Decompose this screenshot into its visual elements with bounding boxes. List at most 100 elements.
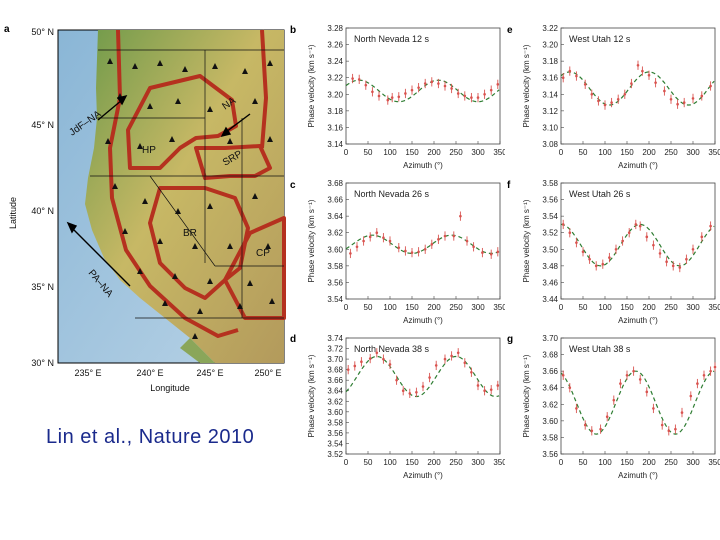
- x-axis-label: Azimuth (°): [618, 161, 658, 170]
- data-point: [702, 373, 706, 377]
- y-tick-label: 3.66: [327, 376, 343, 385]
- y-tick-label: 3.18: [327, 107, 343, 116]
- y-tick-label: 3.44: [542, 295, 558, 304]
- x-tick-label: 350: [493, 458, 505, 467]
- data-point: [627, 231, 631, 235]
- lon-tick: 245° E: [196, 368, 223, 378]
- y-tick-label: 3.58: [542, 179, 558, 188]
- y-tick-label: 3.62: [327, 397, 343, 406]
- y-tick-label: 3.64: [542, 384, 558, 393]
- x-axis-label: Azimuth (°): [403, 316, 443, 325]
- plot-frame: [560, 27, 716, 145]
- data-point: [415, 391, 418, 394]
- data-point: [375, 351, 379, 355]
- data-point: [430, 243, 434, 246]
- data-point: [691, 247, 695, 251]
- data-point: [489, 88, 493, 92]
- data-point: [421, 385, 425, 388]
- fit-curve: [345, 79, 500, 103]
- y-tick-label: 3.58: [327, 418, 343, 427]
- data-point: [489, 388, 493, 391]
- data-point: [430, 80, 434, 84]
- y-axis-label: Phase velocity (km s⁻¹): [307, 199, 316, 282]
- data-point: [496, 83, 500, 86]
- data-point: [601, 262, 605, 266]
- data-point: [483, 389, 486, 393]
- data-point: [371, 90, 374, 94]
- data-point: [641, 69, 644, 73]
- data-point: [612, 398, 616, 402]
- x-tick-label: 50: [364, 458, 373, 467]
- y-tick-label: 3.12: [542, 107, 558, 116]
- y-axis-label: Phase velocity (km s⁻¹): [522, 44, 531, 127]
- chart-title: North Nevada 38 s: [354, 344, 430, 354]
- data-point: [437, 238, 440, 241]
- data-point: [561, 76, 565, 80]
- lat-tick: 30° N: [31, 358, 54, 368]
- x-tick-label: 200: [642, 148, 656, 157]
- x-tick-label: 100: [383, 303, 397, 312]
- data-point: [496, 384, 500, 387]
- data-point: [678, 266, 682, 269]
- data-point: [709, 224, 712, 228]
- x-tick-label: 150: [405, 148, 419, 157]
- y-tick-label: 3.66: [542, 367, 558, 376]
- y-tick-label: 3.54: [327, 295, 343, 304]
- x-tick-label: 0: [559, 148, 564, 157]
- x-tick-label: 250: [664, 148, 678, 157]
- y-tick-label: 3.60: [327, 408, 343, 417]
- chart-west-utah-38s: 3.70 3.68 3.66 3.64 3.62 3.60 3.58 3.560 50 100 15…: [522, 334, 720, 480]
- data-point: [434, 364, 438, 367]
- y-tick-label: 3.28: [327, 24, 343, 33]
- y-tick-label: 3.48: [542, 262, 558, 271]
- data-point: [621, 239, 624, 243]
- x-tick-label: 300: [686, 148, 700, 157]
- data-point: [674, 427, 677, 431]
- data-point: [397, 95, 401, 99]
- data-point: [575, 74, 578, 78]
- y-tick-label: 3.68: [542, 351, 558, 360]
- y-tick-label: 3.08: [542, 140, 558, 149]
- y-tick-label: 3.14: [327, 140, 343, 149]
- chart-north-nevada-38s: 3.74 3.723.70 3.683.66 3.643.62 3.603.58 3.56…: [307, 334, 505, 480]
- x-axis-label: Azimuth (°): [618, 471, 658, 480]
- data-point: [496, 250, 500, 254]
- data-point: [608, 256, 611, 259]
- data-point: [423, 247, 427, 251]
- data-point: [630, 82, 633, 85]
- boundary-hp: [126, 74, 238, 170]
- y-tick-label: 3.64: [327, 212, 343, 221]
- y-tick-label: 3.22: [327, 74, 343, 83]
- map-panel: JdF–NA NA HP SRP BR CP PA–NA 50° N 45° N…: [8, 27, 286, 393]
- data-point: [709, 369, 712, 373]
- data-point: [355, 245, 359, 249]
- data-point: [568, 231, 572, 235]
- data-point: [682, 101, 686, 104]
- data-point: [638, 224, 642, 228]
- x-tick-label: 350: [493, 303, 505, 312]
- lon-tick: 235° E: [74, 368, 101, 378]
- y-tick-label: 3.46: [542, 278, 558, 287]
- chart-north-nevada-12s: 3.28 3.26 3.24 3.22 3.20 3.18 3.16 3.140 50 100 15…: [307, 24, 505, 170]
- data-point: [472, 245, 475, 249]
- x-axis-label: Azimuth (°): [618, 316, 658, 325]
- panel-letter-f: f: [507, 180, 511, 191]
- data-point: [605, 415, 609, 419]
- data-point: [368, 235, 372, 239]
- data-point: [404, 249, 407, 253]
- lat-tick: 35° N: [31, 282, 54, 292]
- y-tick-label: 3.20: [542, 41, 558, 50]
- data-point: [397, 246, 401, 249]
- x-tick-label: 50: [579, 148, 588, 157]
- data-point: [364, 83, 368, 87]
- y-axis-label: Phase velocity (km s⁻¹): [522, 199, 531, 282]
- chart-title: West Utah 38 s: [569, 344, 631, 354]
- data-point: [489, 252, 493, 256]
- data-point: [388, 239, 392, 243]
- y-tick-label: 3.56: [327, 429, 343, 438]
- chart-title: North Nevada 26 s: [354, 189, 430, 199]
- x-tick-label: 350: [708, 303, 720, 312]
- x-tick-label: 0: [344, 148, 349, 157]
- x-tick-label: 250: [449, 458, 463, 467]
- data-point: [625, 373, 629, 377]
